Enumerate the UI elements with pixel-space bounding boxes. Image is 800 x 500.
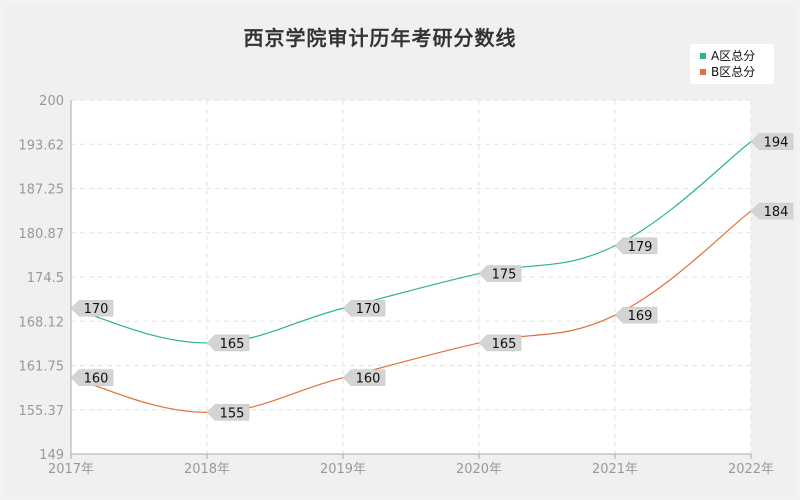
legend-item-b[interactable]: B区总分: [700, 64, 755, 80]
y-tick-label: 161.75: [19, 360, 65, 375]
data-label-value: 175: [492, 268, 517, 283]
data-label-flag: [342, 369, 386, 386]
data-label: 175: [478, 265, 522, 283]
data-label: 170: [342, 299, 386, 317]
data-label-value: 170: [84, 302, 109, 317]
legend-swatch-b: [700, 68, 706, 75]
data-label-value: 160: [84, 372, 109, 387]
x-tick-label: 2019年: [320, 462, 366, 477]
data-label-value: 194: [764, 136, 789, 151]
data-label-flag: [342, 299, 386, 317]
data-label-flag: [478, 334, 522, 352]
legend-swatch-a: [700, 52, 706, 59]
legend: A区总分 B区总分: [690, 44, 774, 84]
data-label-value: 184: [764, 205, 789, 220]
x-tick-label: 2020年: [456, 462, 502, 477]
data-label-flag: [750, 202, 794, 220]
series-line-b: [70, 210, 752, 413]
legend-label-b: B区总分: [711, 65, 756, 79]
data-label-layer: 170 165 170 175 179 194 160 155 160 165 169 184: [70, 133, 794, 421]
y-tick-label: 168.12: [19, 315, 65, 330]
legend-label-a: A区总分: [711, 49, 756, 63]
plot-area: [71, 100, 751, 454]
series-line-a: [70, 141, 752, 344]
x-tick-label: 2017年: [48, 462, 94, 477]
data-label: 155: [206, 404, 250, 421]
axis-layer: 149 155.37 161.75 168.12 174.5 180.87 187.25 19…: [19, 94, 775, 477]
data-label-value: 169: [628, 309, 653, 324]
x-tick-label: 2018年: [184, 462, 230, 477]
grid-layer: [71, 99, 752, 454]
y-tick-label: 174.5: [27, 271, 64, 286]
data-label: 165: [478, 334, 522, 352]
x-tick-label: 2021年: [592, 462, 638, 477]
chart-title: 西京学院审计历年考研分数线: [243, 26, 517, 50]
y-tick-label: 187.25: [19, 183, 65, 198]
data-label-value: 170: [356, 302, 381, 317]
data-label-value: 179: [628, 240, 653, 255]
data-label-flag: [750, 133, 794, 150]
data-label: 179: [614, 237, 658, 255]
data-label: 184: [750, 202, 794, 220]
y-tick-label: 200: [39, 94, 64, 109]
data-label-flag: [206, 334, 250, 352]
data-label: 194: [750, 133, 794, 151]
data-label-value: 160: [356, 372, 381, 387]
data-label-flag: [206, 404, 250, 421]
y-tick-label: 193.62: [19, 138, 65, 153]
data-label-value: 165: [220, 337, 245, 352]
data-label-flag: [70, 299, 114, 317]
data-label-flag: [614, 237, 658, 255]
y-tick-label: 180.87: [19, 227, 65, 242]
data-label: 170: [70, 299, 114, 317]
y-tick-label: 149: [39, 448, 64, 463]
data-label: 169: [614, 306, 658, 324]
data-label-flag: [70, 369, 114, 386]
data-label: 160: [342, 369, 386, 387]
y-tick-label: 155.37: [19, 404, 65, 419]
data-label-flag: [614, 306, 658, 324]
data-label-value: 155: [220, 406, 245, 421]
data-label-flag: [478, 265, 522, 282]
data-label: 160: [70, 369, 114, 387]
legend-item-a[interactable]: A区总分: [700, 48, 755, 64]
series-layer: [70, 141, 752, 413]
data-label-value: 165: [492, 337, 517, 352]
data-label: 165: [206, 334, 250, 352]
x-tick-label: 2022年: [728, 462, 774, 477]
